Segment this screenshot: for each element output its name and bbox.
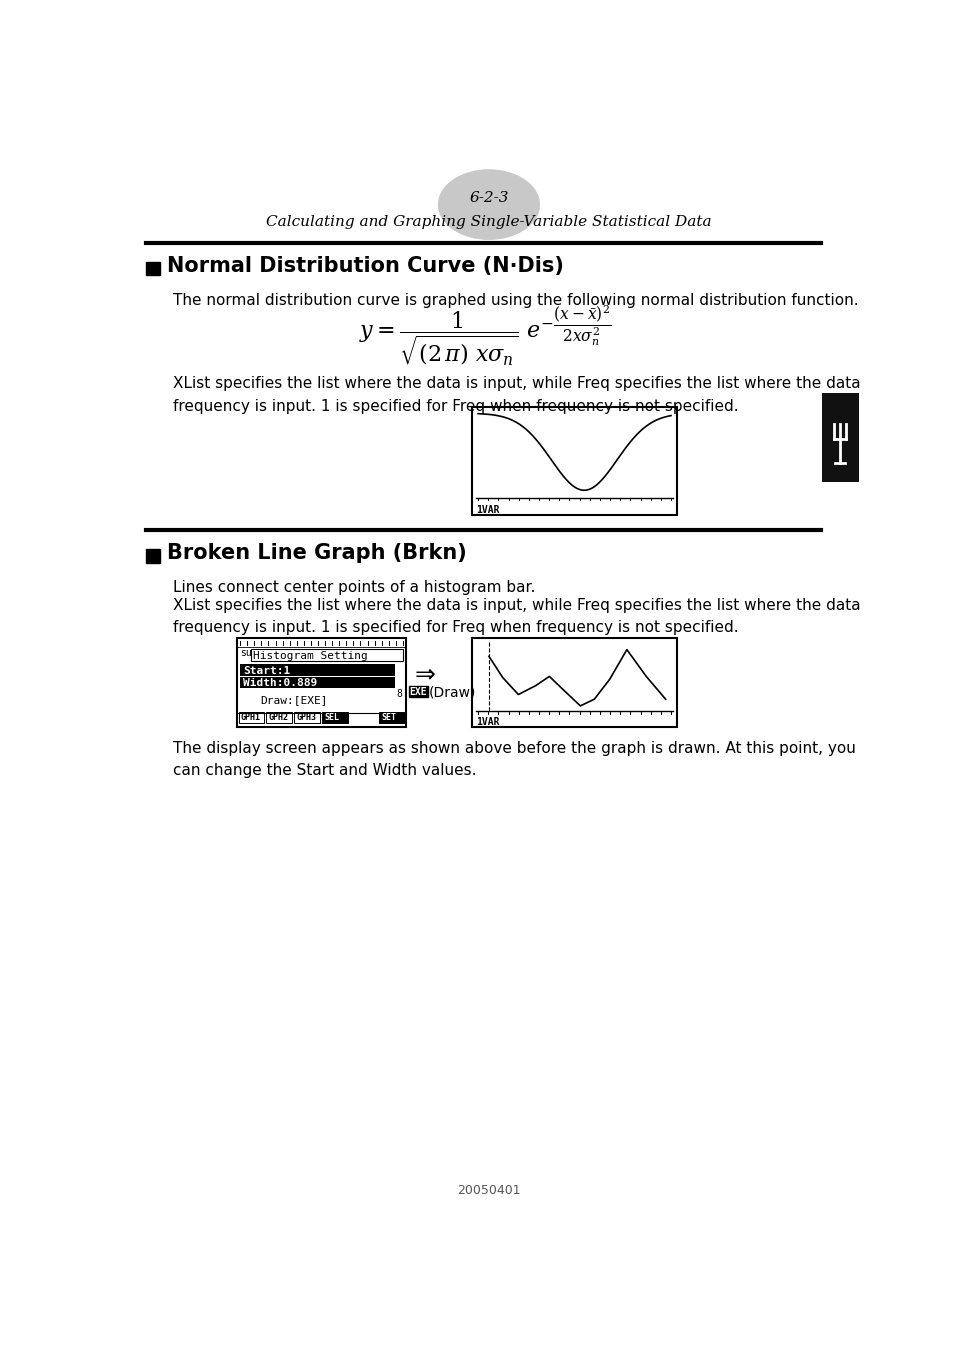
Bar — [146, 549, 160, 562]
Bar — [472, 407, 677, 515]
Text: SEL: SEL — [324, 713, 339, 722]
Text: Broken Line Graph (Brkn): Broken Line Graph (Brkn) — [167, 544, 467, 564]
Text: XList specifies the list where the data is input, while Freq specifies the list : XList specifies the list where the data … — [173, 598, 861, 635]
Text: GPH2: GPH2 — [269, 713, 289, 722]
Text: su: su — [240, 649, 252, 658]
Bar — [472, 638, 677, 726]
Text: ⇒: ⇒ — [415, 662, 436, 687]
Text: 1VAR: 1VAR — [476, 717, 499, 727]
Bar — [240, 676, 395, 688]
Text: Normal Distribution Curve (N·Dis): Normal Distribution Curve (N·Dis) — [167, 256, 563, 276]
Bar — [238, 713, 264, 723]
Text: XList specifies the list where the data is input, while Freq specifies the list : XList specifies the list where the data … — [173, 376, 861, 414]
Bar — [236, 638, 406, 726]
Text: Start:1: Start:1 — [243, 667, 291, 676]
Text: (Draw): (Draw) — [429, 685, 476, 699]
Text: SET: SET — [381, 713, 395, 722]
Text: Calculating and Graphing Single-Variable Statistical Data: Calculating and Graphing Single-Variable… — [266, 215, 711, 230]
Bar — [146, 261, 160, 276]
Text: $y = \dfrac{1}{\sqrt{(2\,\pi)\ x\sigma_n}}\ e^{-\dfrac{(x-\bar{x})^2}{2x\sigma_n: $y = \dfrac{1}{\sqrt{(2\,\pi)\ x\sigma_n… — [359, 304, 611, 366]
Text: 8: 8 — [396, 688, 402, 699]
Text: Lines connect center points of a histogram bar.: Lines connect center points of a histogr… — [173, 580, 536, 595]
Text: 1VAR: 1VAR — [476, 506, 499, 515]
Text: Draw:[EXE]: Draw:[EXE] — [260, 695, 328, 704]
Bar — [378, 713, 404, 723]
Bar — [240, 664, 395, 676]
Ellipse shape — [438, 170, 538, 239]
Bar — [266, 713, 292, 723]
Bar — [251, 649, 402, 661]
Bar — [294, 713, 319, 723]
Bar — [409, 685, 427, 696]
Text: 20050401: 20050401 — [456, 1184, 520, 1197]
Bar — [821, 393, 858, 481]
Text: 6-2-3: 6-2-3 — [469, 192, 508, 206]
Text: Histogram Setting: Histogram Setting — [253, 650, 368, 661]
Text: Width:0.889: Width:0.889 — [243, 677, 317, 688]
Text: EXE: EXE — [409, 687, 427, 698]
Bar — [322, 713, 348, 723]
Text: The display screen appears as shown above before the graph is drawn. At this poi: The display screen appears as shown abov… — [173, 741, 856, 779]
Text: GPH3: GPH3 — [296, 713, 316, 722]
Text: The normal distribution curve is graphed using the following normal distribution: The normal distribution curve is graphed… — [173, 293, 859, 308]
Text: GPH1: GPH1 — [241, 713, 261, 722]
